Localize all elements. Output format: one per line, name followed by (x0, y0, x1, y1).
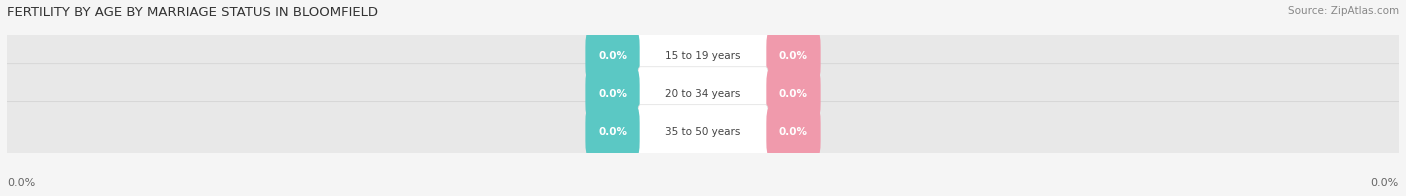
Text: 0.0%: 0.0% (779, 51, 808, 61)
Text: 0.0%: 0.0% (779, 127, 808, 137)
Text: 0.0%: 0.0% (598, 127, 627, 137)
FancyBboxPatch shape (585, 108, 640, 156)
Text: FERTILITY BY AGE BY MARRIAGE STATUS IN BLOOMFIELD: FERTILITY BY AGE BY MARRIAGE STATUS IN B… (7, 6, 378, 19)
FancyBboxPatch shape (766, 70, 821, 118)
Text: Source: ZipAtlas.com: Source: ZipAtlas.com (1288, 6, 1399, 16)
Text: 0.0%: 0.0% (598, 51, 627, 61)
FancyBboxPatch shape (585, 70, 640, 118)
FancyBboxPatch shape (637, 29, 769, 83)
Text: 0.0%: 0.0% (598, 89, 627, 99)
Text: 0.0%: 0.0% (1371, 178, 1399, 188)
FancyBboxPatch shape (766, 32, 821, 80)
FancyBboxPatch shape (585, 32, 640, 80)
Text: 0.0%: 0.0% (7, 178, 35, 188)
Text: 0.0%: 0.0% (779, 89, 808, 99)
Text: 20 to 34 years: 20 to 34 years (665, 89, 741, 99)
FancyBboxPatch shape (4, 26, 1402, 86)
FancyBboxPatch shape (4, 64, 1402, 124)
FancyBboxPatch shape (637, 67, 769, 121)
FancyBboxPatch shape (766, 108, 821, 156)
FancyBboxPatch shape (4, 102, 1402, 162)
Text: 15 to 19 years: 15 to 19 years (665, 51, 741, 61)
Text: 35 to 50 years: 35 to 50 years (665, 127, 741, 137)
FancyBboxPatch shape (637, 105, 769, 159)
